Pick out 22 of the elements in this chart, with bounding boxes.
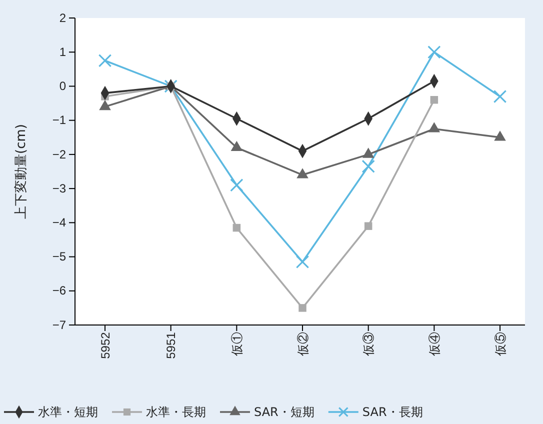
x-tick-label: 仮④ <box>428 332 442 358</box>
x-tick-label: 仮② <box>296 332 310 358</box>
y-axis-title: 上下変動量(cm) <box>13 124 29 219</box>
y-tick-label: −6 <box>52 284 66 298</box>
x-tick-label: 5951 <box>164 332 178 359</box>
y-tick-label: 1 <box>59 44 66 59</box>
legend-label: SAR・短期 <box>254 405 314 419</box>
y-tick-label: −1 <box>52 113 66 128</box>
y-tick-label: 2 <box>59 10 66 25</box>
legend-label: 水準・長期 <box>146 405 206 419</box>
x-tick-label: 仮① <box>230 332 244 358</box>
y-tick-label: −3 <box>52 181 66 196</box>
y-tick-label: −4 <box>52 216 66 230</box>
y-tick-label: −5 <box>52 250 66 264</box>
y-tick-label: 0 <box>59 79 66 94</box>
x-tick-label: 5952 <box>98 332 112 359</box>
y-tick-label: −2 <box>52 147 66 162</box>
x-tick-label: 仮③ <box>362 332 376 358</box>
legend-label: SAR・長期 <box>362 405 423 419</box>
x-tick-label: 仮⑤ <box>493 332 508 358</box>
y-tick-label: −7 <box>52 318 66 332</box>
legend-label: 水準・短期 <box>38 405 98 419</box>
